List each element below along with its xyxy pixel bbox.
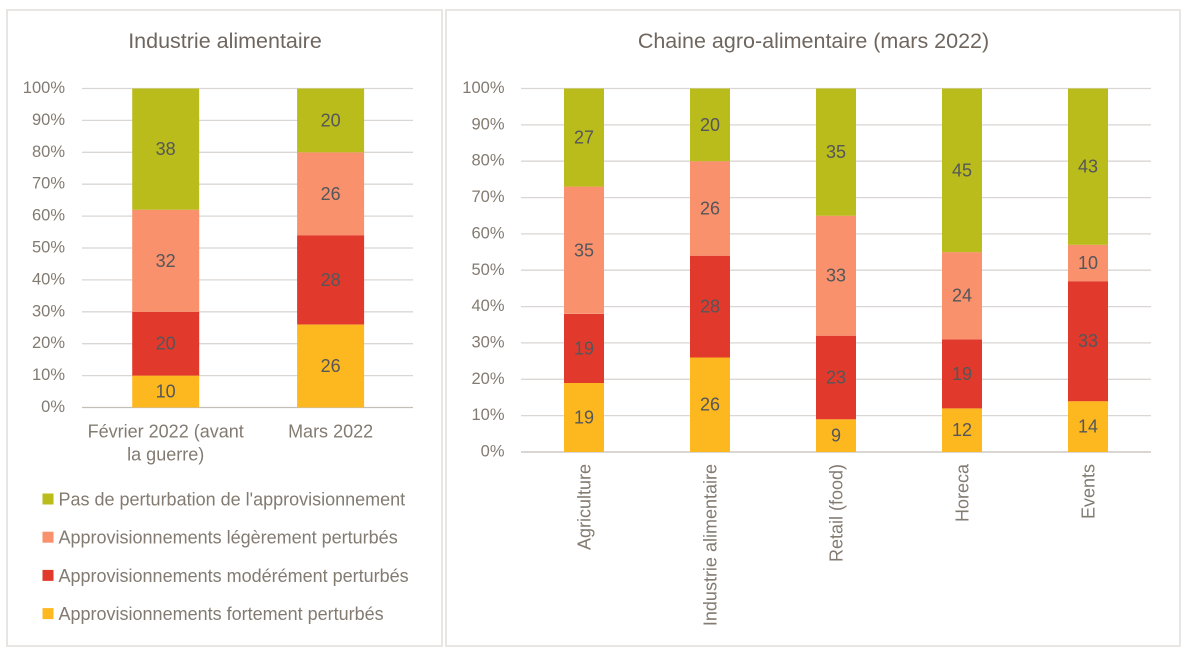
- svg-text:26: 26: [321, 184, 341, 204]
- svg-text:90%: 90%: [32, 111, 65, 129]
- svg-text:80%: 80%: [32, 143, 65, 161]
- svg-text:40%: 40%: [471, 297, 504, 315]
- svg-text:14: 14: [1078, 417, 1098, 437]
- svg-text:38: 38: [156, 139, 176, 159]
- svg-text:20: 20: [321, 110, 341, 130]
- svg-text:Events: Events: [1079, 464, 1099, 519]
- svg-text:33: 33: [1078, 331, 1098, 351]
- svg-text:70%: 70%: [471, 188, 504, 206]
- svg-text:Horeca: Horeca: [953, 463, 973, 522]
- svg-text:100%: 100%: [462, 79, 505, 97]
- svg-text:Approvisionnements modérément: Approvisionnements modérément perturbés: [59, 566, 409, 586]
- svg-text:50%: 50%: [471, 261, 504, 279]
- svg-text:50%: 50%: [32, 239, 65, 257]
- svg-text:Mars 2022: Mars 2022: [288, 422, 373, 442]
- svg-text:45: 45: [952, 160, 972, 180]
- svg-text:Agriculture: Agriculture: [575, 464, 595, 550]
- svg-text:9: 9: [831, 426, 841, 446]
- svg-text:60%: 60%: [471, 224, 504, 242]
- svg-text:24: 24: [952, 286, 972, 306]
- svg-text:10: 10: [1078, 253, 1098, 273]
- svg-text:35: 35: [574, 240, 594, 260]
- svg-text:Pas de perturbation de l'appro: Pas de perturbation de l'approvisionneme…: [59, 490, 406, 510]
- svg-text:19: 19: [952, 364, 972, 384]
- svg-text:35: 35: [826, 142, 846, 162]
- svg-text:33: 33: [826, 266, 846, 286]
- svg-text:20: 20: [700, 115, 720, 135]
- svg-text:28: 28: [700, 297, 720, 317]
- svg-text:Février 2022 (avant: Février 2022 (avant: [88, 422, 244, 442]
- svg-text:10%: 10%: [32, 366, 65, 384]
- svg-text:0%: 0%: [481, 443, 505, 461]
- svg-text:Industrie alimentaire: Industrie alimentaire: [701, 464, 721, 626]
- svg-text:26: 26: [700, 395, 720, 415]
- svg-text:Industrie alimentaire: Industrie alimentaire: [128, 29, 322, 53]
- svg-text:23: 23: [826, 368, 846, 388]
- svg-text:26: 26: [700, 199, 720, 219]
- svg-text:10%: 10%: [471, 406, 504, 424]
- svg-text:30%: 30%: [471, 333, 504, 351]
- svg-text:27: 27: [574, 128, 594, 148]
- svg-text:43: 43: [1078, 157, 1098, 177]
- svg-text:Approvisionnements fortement p: Approvisionnements fortement perturbés: [59, 604, 384, 624]
- svg-text:60%: 60%: [32, 207, 65, 225]
- svg-text:90%: 90%: [471, 115, 504, 133]
- svg-text:0%: 0%: [41, 398, 65, 416]
- svg-text:26: 26: [321, 356, 341, 376]
- svg-text:70%: 70%: [32, 175, 65, 193]
- svg-text:20%: 20%: [32, 334, 65, 352]
- svg-text:Retail (food): Retail (food): [827, 464, 847, 562]
- svg-text:40%: 40%: [32, 270, 65, 288]
- svg-text:Approvisionnements légèrement: Approvisionnements légèrement perturbés: [59, 528, 398, 548]
- svg-text:19: 19: [574, 408, 594, 428]
- svg-text:80%: 80%: [471, 152, 504, 170]
- svg-text:28: 28: [321, 270, 341, 290]
- svg-text:20: 20: [156, 334, 176, 354]
- svg-text:19: 19: [574, 338, 594, 358]
- svg-text:20%: 20%: [471, 370, 504, 388]
- svg-text:Chaine agro-alimentaire (mars: Chaine agro-alimentaire (mars 2022): [638, 29, 989, 53]
- svg-text:100%: 100%: [23, 79, 66, 97]
- svg-text:12: 12: [952, 420, 972, 440]
- svg-text:10: 10: [156, 382, 176, 402]
- svg-text:30%: 30%: [32, 302, 65, 320]
- svg-text:32: 32: [156, 251, 176, 271]
- svg-text:la guerre): la guerre): [127, 445, 204, 465]
